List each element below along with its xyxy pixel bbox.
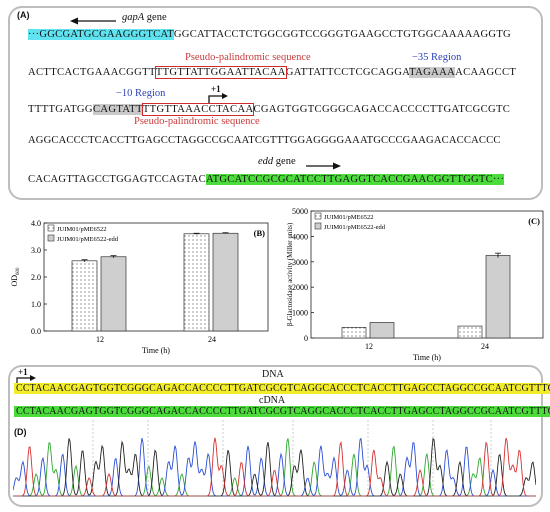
panel-d-plus1: +1 <box>18 367 28 377</box>
bar-juim01-pme6522-12 <box>341 326 367 339</box>
seq-line-4: AGGCACCCTCACCTTGAGCCTAGGCCGCAATCGTTTGGAG… <box>28 135 501 146</box>
y-tick-label: 4000 <box>292 232 308 241</box>
edd-name: edd <box>258 156 274 167</box>
x-axis-label: Time (h) <box>142 346 170 355</box>
legend-entry: JUIM01/pME6522 <box>324 214 373 221</box>
legend-swatch <box>314 212 322 220</box>
y-tick-label: 5000 <box>292 207 308 216</box>
y-tick-label: 3.0 <box>31 246 41 255</box>
y-tick-label: 1000 <box>292 309 308 318</box>
panel-b-chart: 0.0 1.0 2.0 3.0 4.0 12 24 Time (h) OD600 JUIM01/p… <box>10 219 269 355</box>
gapA-name: gapA <box>122 12 145 23</box>
bar-juim01-pme6522-edd-24 <box>212 232 239 332</box>
seq-line-5: CACAGTTAGCCTGGAGTCCAGTACATGCATCCGCGCATCC… <box>28 174 505 185</box>
legend-entry: JUIM01/pME6522-edd <box>57 236 119 243</box>
dna-label: DNA <box>262 369 284 380</box>
chromatogram-trace <box>13 420 536 497</box>
tss-arrow-icon <box>208 93 228 104</box>
edd-arrow-icon <box>306 162 341 170</box>
panel-d-tss-arrow-icon <box>16 375 36 384</box>
bar-juim01-pme6522-24 <box>457 325 483 339</box>
cdna-sequence: CCTACAACGAGTGGTCGGGCAGACCACCCCTTGATCGCGT… <box>14 406 550 417</box>
legend-swatch <box>47 234 55 242</box>
panel-a-label: (A) <box>17 10 30 20</box>
seq-line-5-a: CACAGTTAGCCTGGAGTCCAGTAC <box>28 174 206 185</box>
x-tick-label: 24 <box>481 342 489 351</box>
gapA-coding-sequence: ···GGCGATGCGAAGGGTCAT <box>28 29 174 40</box>
bar-juim01-pme6522-24 <box>183 233 210 332</box>
panel-label: (B) <box>254 228 266 238</box>
bar-juim01-pme6522-edd-12 <box>369 322 395 339</box>
plot-frame <box>310 210 544 339</box>
pseudo-palindromic-box-2: TTGTTAAACCTACAA <box>141 103 255 116</box>
gapA-gene-label: gapA gene <box>122 12 167 23</box>
x-tick-label: 12 <box>96 335 104 344</box>
cdna-label: cDNA <box>259 395 286 406</box>
x-tick-label: 24 <box>208 335 216 344</box>
legend-swatch <box>47 224 55 232</box>
pseudo-palindromic-label-bottom: Pseudo-palindromic sequence <box>134 116 260 127</box>
pseudo-palindromic-box-1: TTGTTATTGGAATTACAA <box>154 66 287 79</box>
bar-juim01-pme6522-12 <box>71 260 98 332</box>
y-tick-label: 1.0 <box>31 300 41 309</box>
bar-juim01-pme6522-edd-12 <box>100 256 127 332</box>
y-tick-label: 4.0 <box>31 219 41 228</box>
seq-line-1-rest: GGCATTACCTCTGGCGGTCCGGGTGAAGCCTGTGGCAAAA… <box>173 29 511 40</box>
edd-gene-label: edd gene <box>258 156 296 167</box>
seq-line-3: TTTTGATGGCAGTATTTTGTTAAACCTACAACGAGTGGTC… <box>28 103 511 116</box>
y-tick-label: 2.0 <box>31 273 41 282</box>
seq-line-2: ACTTCACTGAAACGGTTTTGTTATTGGAATTACAAGATTA… <box>28 66 517 79</box>
edd-suffix: gene <box>273 156 296 167</box>
y-tick-label: 3000 <box>292 258 308 267</box>
legend-entry: JUIM01/pME6522 <box>57 226 106 233</box>
seq-line-2-b: GATTATTCCTCGCAGGA <box>285 67 410 78</box>
seq-line-3-a: TTTTGATGG <box>28 104 93 115</box>
panel-label: (C) <box>528 216 540 226</box>
x-axis-label: Time (h) <box>413 353 441 362</box>
y-tick-label: 0.0 <box>31 327 41 336</box>
y-axis-label: OD600 <box>10 267 21 287</box>
y-tick-label: 0 <box>304 334 308 343</box>
panel-c-chart: 0 1000 2000 3000 4000 5000 12 24 Time (h) β-Glact… <box>286 207 544 362</box>
gapA-suffix: gene <box>144 12 167 23</box>
seq-line-2-c: ACAAGCCT <box>455 67 517 78</box>
region-10-label: −10 Region <box>116 88 166 99</box>
legend-entry: JUIM01/pME6522-edd <box>324 224 386 231</box>
region-35-label: −35 Region <box>412 52 462 63</box>
legend-swatch <box>314 222 322 230</box>
y-axis-label: β-Glactosidase activity (Miller units) <box>286 222 294 326</box>
minus35-box: TAGAAA <box>409 67 456 78</box>
seq-line-1: ···GGCGATGCGAAGGGTCATGGCATTACCTCTGGCGGTC… <box>28 29 511 40</box>
y-tick-label: 2000 <box>292 283 308 292</box>
pseudo-palindromic-label-top: Pseudo-palindromic sequence <box>185 52 311 63</box>
bar-juim01-pme6522-edd-24 <box>485 255 511 339</box>
tss-plus1-label: +1 <box>211 84 221 94</box>
x-tick-label: 12 <box>365 342 373 351</box>
edd-coding-sequence: ATGCATCCGCGCATCCTTGAGGTCACCGAACGGTTGGTC·… <box>205 174 505 185</box>
seq-line-3-c: CGAGTGGTCGGGCAGACCACCCCTTGATCGCGTC <box>253 104 511 115</box>
dna-sequence: CCTACAACGAGTGGTCGGGCAGACCACCCCTTGATCGCGT… <box>14 383 550 394</box>
gapA-arrow-icon <box>70 17 116 25</box>
seq-line-2-a: ACTTCACTGAAACGGTT <box>28 67 156 78</box>
trace-t <box>13 437 536 497</box>
minus10-box: CAGTATT <box>92 104 143 115</box>
panel-d-label: (D) <box>14 427 27 437</box>
